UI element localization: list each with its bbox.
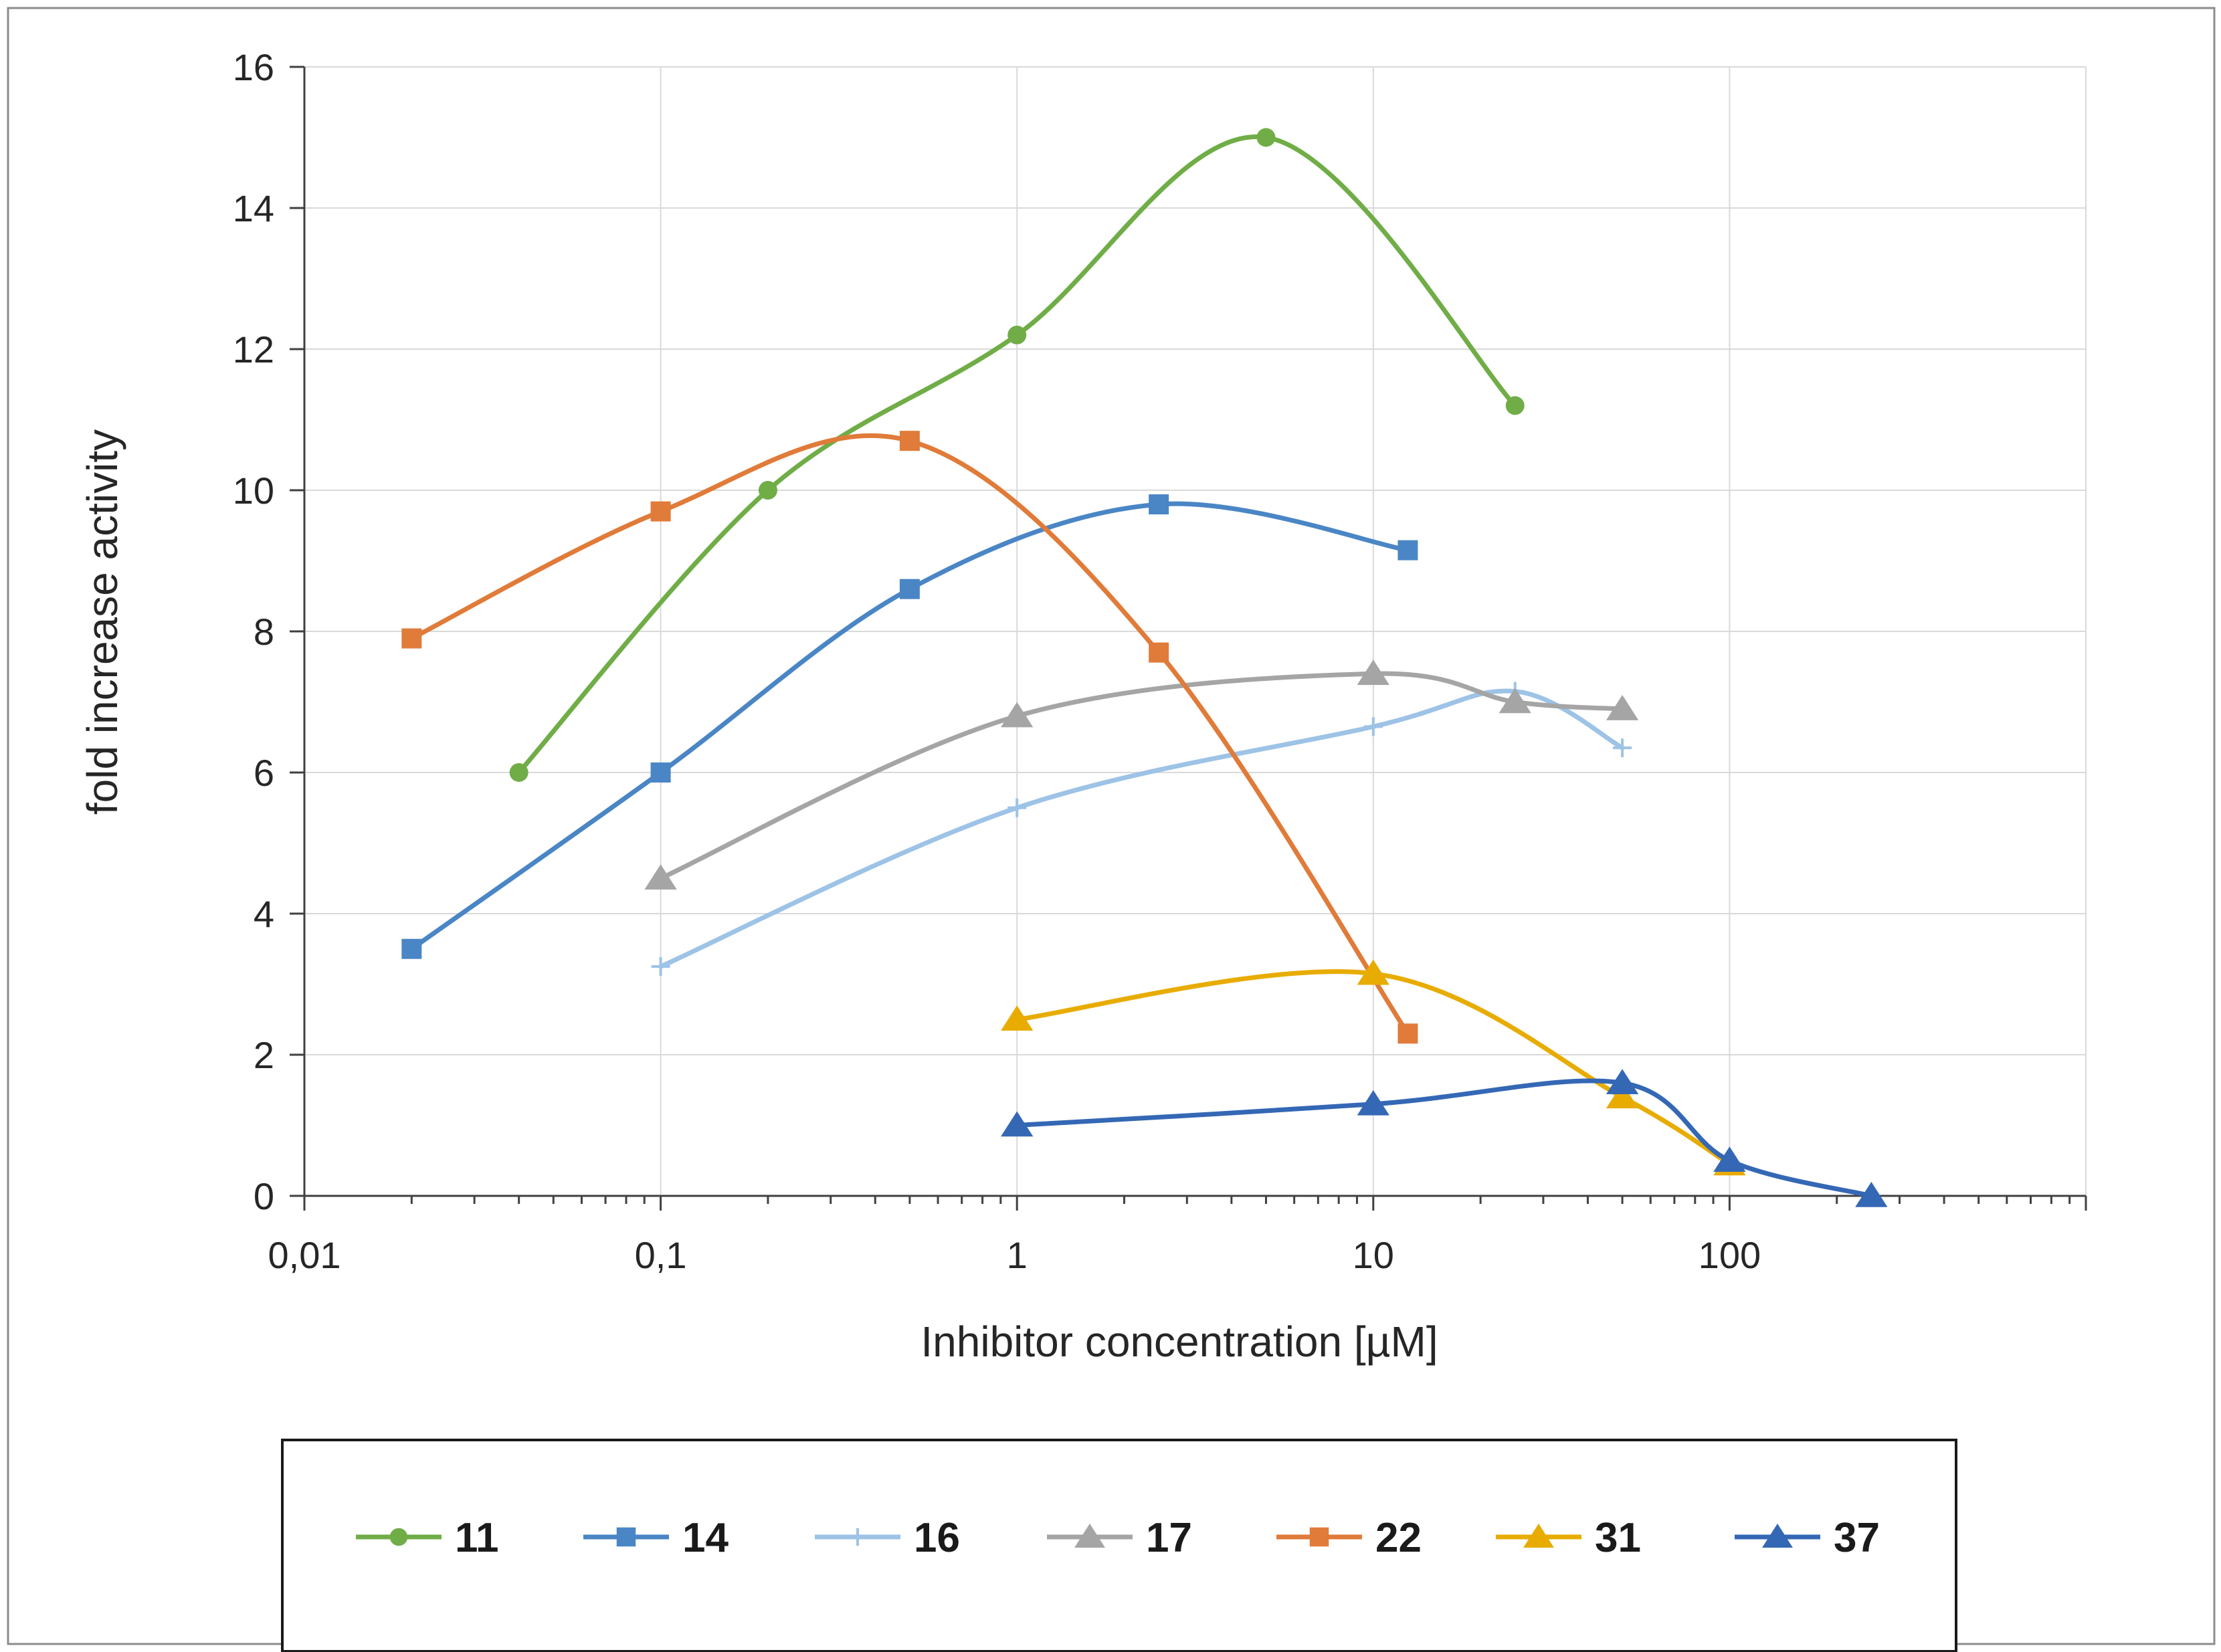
data-point-37	[1001, 1111, 1034, 1137]
data-point-11	[1505, 396, 1525, 415]
legend-marker	[389, 1528, 408, 1546]
legend-marker	[1762, 1524, 1793, 1548]
y-tick-label: 10	[233, 470, 274, 512]
data-point-16	[1007, 798, 1027, 817]
data-point-11	[1007, 325, 1027, 344]
series-16	[651, 682, 1632, 976]
legend-marker	[848, 1528, 867, 1546]
y-axis-title: fold increase activity	[78, 429, 126, 815]
legend-item-31: 31	[1496, 1515, 1641, 1561]
data-point-37	[1357, 1090, 1389, 1116]
legend-item-16: 16	[815, 1515, 960, 1561]
legend-label: 37	[1834, 1515, 1880, 1561]
legend-marker	[1074, 1524, 1105, 1548]
legend: 11 14 16 17 22 31 37	[356, 1515, 1880, 1561]
legend-label: 11	[455, 1515, 499, 1561]
series-17	[644, 659, 1639, 890]
data-point-14	[401, 938, 422, 959]
legend-item-37: 37	[1735, 1515, 1880, 1561]
legend-item-11: 11	[356, 1515, 499, 1561]
data-point-17	[644, 864, 677, 890]
data-point-17	[1357, 659, 1389, 686]
data-point-37	[1713, 1146, 1746, 1172]
y-tick-label: 2	[254, 1034, 274, 1076]
series-line-22	[409, 433, 1410, 1036]
legend-box	[281, 1439, 1957, 1652]
data-point-37	[1855, 1182, 1888, 1207]
y-tick-label: 4	[254, 893, 274, 935]
legend-marker	[616, 1527, 636, 1547]
data-point-11	[758, 481, 777, 500]
tick-labels: 0 2 4 6 8 10 12 14 16 0,01 0,1 1 10 100	[233, 46, 1761, 1276]
legend-label: 17	[1146, 1515, 1192, 1561]
x-tick-label: 1	[1007, 1234, 1028, 1276]
legend-marker	[1523, 1524, 1554, 1548]
x-axis-title: Inhibitor concentration [µM]	[921, 1318, 1438, 1366]
legend-marker	[1309, 1527, 1329, 1547]
data-point-14	[899, 579, 920, 599]
legend-label: 14	[682, 1515, 729, 1561]
y-tick-label: 8	[254, 611, 274, 653]
x-tick-label: 100	[1699, 1234, 1761, 1276]
series-22	[401, 431, 1418, 1044]
series-37	[1001, 1069, 1888, 1207]
data-point-11	[1256, 128, 1276, 147]
series-14	[401, 494, 1418, 959]
legend-item-14: 14	[583, 1515, 729, 1561]
data-point-22	[401, 628, 422, 649]
data-point-14	[1149, 494, 1169, 515]
series-line-31	[1014, 969, 1732, 1166]
y-tick-label: 16	[233, 46, 274, 88]
legend-label: 31	[1595, 1515, 1641, 1561]
x-tick-label: 10	[1353, 1234, 1394, 1276]
data-point-11	[509, 763, 528, 782]
data-point-22	[1397, 1023, 1418, 1044]
y-tick-label: 14	[233, 187, 274, 229]
data-point-22	[650, 501, 671, 522]
legend-item-17: 17	[1047, 1515, 1192, 1561]
data-point-31	[1357, 959, 1389, 985]
data-point-14	[1397, 540, 1418, 560]
axes	[290, 66, 2087, 1211]
x-tick-label: 0,1	[635, 1234, 687, 1276]
data-point-16	[651, 957, 670, 976]
legend-label: 16	[914, 1515, 960, 1561]
y-tick-label: 12	[233, 328, 274, 371]
data-series	[401, 128, 1888, 1207]
data-point-17	[1001, 702, 1034, 728]
data-point-14	[650, 762, 671, 783]
legend-item-22: 22	[1276, 1515, 1422, 1561]
data-point-22	[1149, 642, 1169, 663]
data-point-16	[1363, 717, 1383, 736]
data-point-37	[1606, 1069, 1639, 1094]
series-11	[509, 128, 1525, 782]
x-tick-label: 0,01	[268, 1234, 341, 1276]
data-point-16	[1613, 738, 1632, 758]
series-line-14	[409, 501, 1410, 952]
y-tick-label: 0	[254, 1175, 274, 1217]
y-tick-label: 6	[254, 752, 274, 794]
data-point-17	[1606, 695, 1639, 720]
data-point-31	[1001, 1005, 1034, 1031]
legend-label: 22	[1375, 1515, 1422, 1561]
data-point-31	[1606, 1083, 1639, 1109]
data-point-22	[899, 431, 920, 451]
series-line-37	[1014, 1078, 1874, 1199]
data-point-17	[1499, 688, 1531, 714]
